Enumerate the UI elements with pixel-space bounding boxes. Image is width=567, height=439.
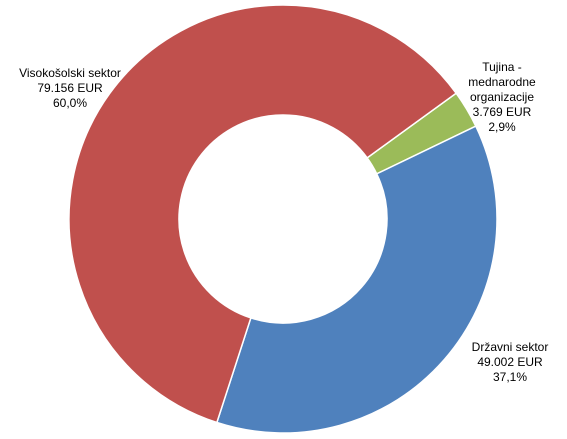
donut-segment bbox=[215, 125, 498, 434]
label-category: Visokošolski sektor bbox=[19, 66, 121, 80]
data-label: Tujina - mednarodne organizacije 3.769 EU… bbox=[462, 60, 542, 135]
donut-segment bbox=[68, 4, 458, 424]
label-percent: 2,9% bbox=[488, 120, 516, 134]
label-category: Tujina - mednarodne organizacije bbox=[468, 60, 536, 104]
label-value: 3.769 EUR bbox=[472, 105, 532, 119]
data-label: Visokošolski sektor 79.156 EUR 60,0% bbox=[0, 66, 145, 111]
label-value: 49.002 EUR bbox=[477, 355, 543, 369]
data-label: Državni sektor 49.002 EUR 37,1% bbox=[460, 340, 560, 385]
label-category: Državni sektor bbox=[471, 340, 549, 354]
label-percent: 37,1% bbox=[492, 370, 528, 384]
label-value: 79.156 EUR bbox=[37, 81, 103, 95]
label-percent: 60,0% bbox=[52, 96, 88, 110]
